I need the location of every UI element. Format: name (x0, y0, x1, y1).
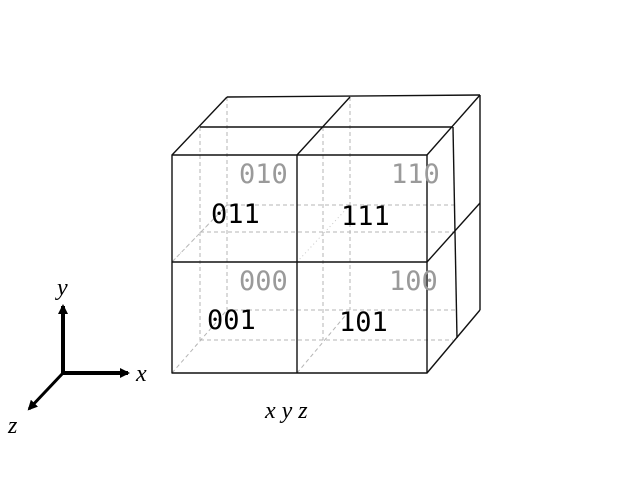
y-axis-label: y (55, 275, 68, 301)
back-labels: 010 110 000 100 (239, 159, 440, 297)
z-axis-label: z (7, 413, 18, 439)
hidden-edges-dotted (171, 96, 351, 263)
z-axis-arrow (27, 371, 65, 411)
label-111: 111 (341, 201, 390, 232)
label-110: 110 (391, 159, 440, 190)
label-101: 101 (339, 307, 388, 338)
label-001: 001 (207, 305, 256, 336)
visible-edges (171, 94, 481, 374)
front-labels: 011 111 001 101 (207, 199, 390, 338)
axes: y x z (7, 275, 147, 439)
label-100: 100 (389, 266, 438, 297)
x-axis-label: x (135, 361, 147, 387)
caption: x y z (264, 398, 308, 424)
label-011: 011 (211, 199, 260, 230)
label-000: 000 (239, 266, 288, 297)
label-010: 010 (239, 159, 288, 190)
hidden-edges (171, 97, 457, 374)
